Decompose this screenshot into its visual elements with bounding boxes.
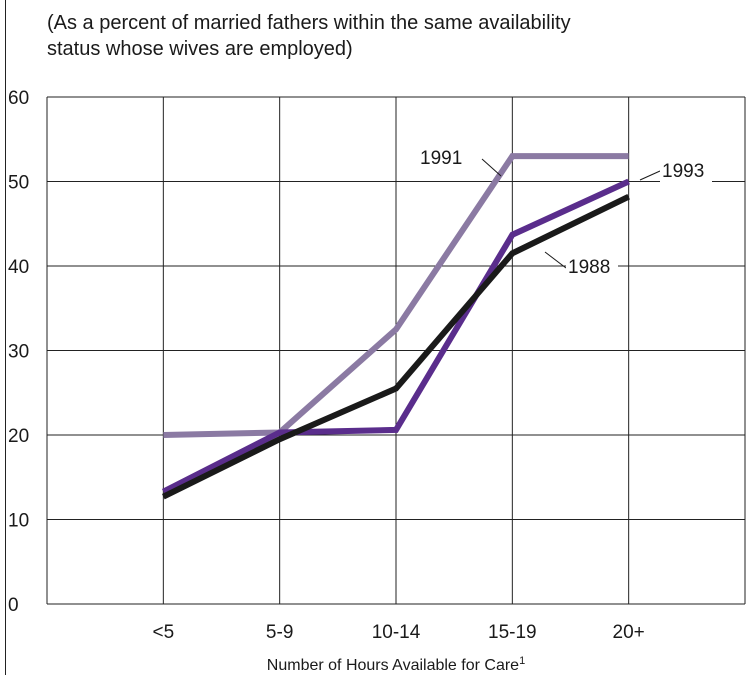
series-label-1993: 1993 xyxy=(662,161,704,182)
subtitle-line-1: (As a percent of married fathers within … xyxy=(47,12,571,34)
y-tick-label-30: 30 xyxy=(8,342,29,363)
subtitle-line-2: status whose wives are employed) xyxy=(47,38,353,60)
x-axis-label: Number of Hours Available for Care1 xyxy=(267,655,525,674)
chart-subtitle: (As a percent of married fathers within … xyxy=(47,10,727,62)
y-tick-label-0: 0 xyxy=(8,595,19,616)
x-tick-label-1: 5-9 xyxy=(266,622,293,643)
x-tick-label-0: <5 xyxy=(152,622,174,643)
y-tick-label-50: 50 xyxy=(8,173,29,194)
callout-bg-1988 xyxy=(566,255,618,278)
x-tick-label-4: 20+ xyxy=(613,622,645,643)
series-label-1991: 1991 xyxy=(420,148,462,169)
x-axis-label-footnote: 1 xyxy=(519,655,525,667)
y-tick-label-10: 10 xyxy=(8,511,29,532)
x-tick-label-2: 10-14 xyxy=(372,622,421,643)
y-tick-label-40: 40 xyxy=(8,257,29,278)
callout-bg-1991 xyxy=(418,146,470,169)
y-tick-label-20: 20 xyxy=(8,426,29,447)
series-label-1988: 1988 xyxy=(568,257,610,278)
x-tick-label-3: 15-19 xyxy=(488,622,537,643)
left-border-rule xyxy=(5,0,6,675)
y-tick-label-60: 60 xyxy=(8,88,29,109)
callout-leader-1993 xyxy=(639,170,661,181)
callout-leader-1991 xyxy=(481,158,502,177)
callout-bg-1993 xyxy=(660,159,712,182)
callout-leader-1988 xyxy=(544,251,567,269)
x-axis-label-text: Number of Hours Available for Care xyxy=(267,657,519,674)
